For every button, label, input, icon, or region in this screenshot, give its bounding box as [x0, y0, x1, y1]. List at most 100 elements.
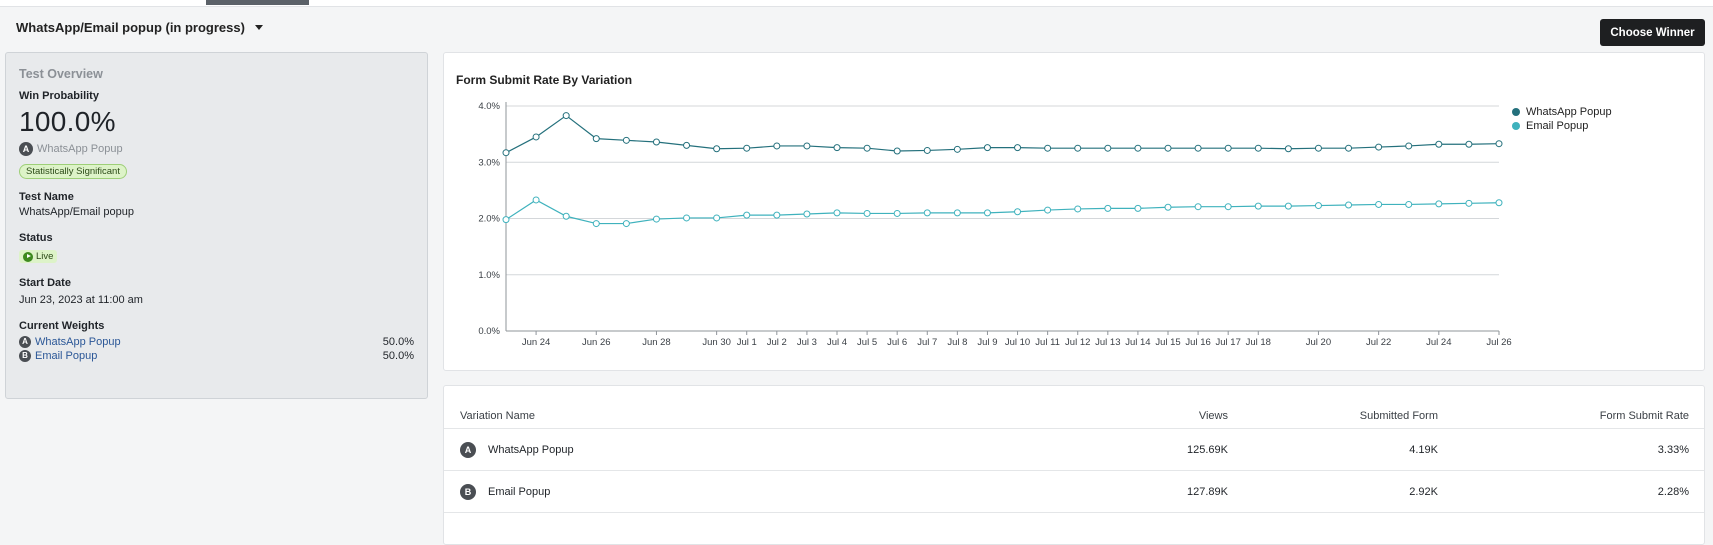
x-tick-label: Jul 17 — [1216, 337, 1241, 348]
win-probability-value: 100.0% — [19, 106, 116, 137]
data-point — [863, 209, 871, 217]
significance-badge: Statistically Significant — [19, 164, 127, 179]
data-point — [622, 136, 630, 144]
status-label: Status — [19, 232, 53, 244]
data-point — [652, 215, 660, 223]
data-point — [1134, 204, 1142, 212]
x-tick-label: Jun 24 — [522, 337, 551, 348]
active-tab-indicator[interactable] — [206, 0, 309, 5]
data-point — [1194, 144, 1202, 152]
legend-dot — [1512, 122, 1520, 130]
x-tick-label: Jul 20 — [1306, 337, 1331, 348]
data-point — [1044, 206, 1052, 214]
data-point — [1224, 203, 1232, 211]
test-overview-panel: Test Overview Win Probability 100.0% A Wh… — [5, 52, 428, 399]
submitted-cell: 4.19K — [1409, 443, 1438, 456]
data-point — [1284, 202, 1292, 210]
data-point — [1345, 201, 1353, 209]
table-row[interactable]: A WhatsApp Popup 125.69K 4.19K 3.33% — [444, 429, 1704, 471]
data-point — [1495, 199, 1503, 207]
weight-value: 50.0% — [382, 335, 414, 348]
col-form-submit-rate[interactable]: Form Submit Rate — [1599, 410, 1689, 422]
chart-legend: WhatsApp Popup Email Popup — [1512, 105, 1612, 133]
data-point — [773, 211, 781, 219]
data-point — [1164, 144, 1172, 152]
chart-card: Form Submit Rate By Variation 0.0% 1.0% 2.… — [443, 52, 1705, 371]
data-point — [502, 216, 510, 224]
data-point — [833, 144, 841, 152]
x-tick-label: Jul 22 — [1366, 337, 1391, 348]
x-tick-label: Jul 15 — [1155, 337, 1180, 348]
data-point — [1164, 203, 1172, 211]
x-tick-label: Jul 6 — [887, 337, 907, 348]
data-point — [1134, 144, 1142, 152]
data-point — [683, 214, 691, 222]
x-tick-label: Jul 12 — [1065, 337, 1090, 348]
data-point — [983, 209, 991, 217]
chart-title: Form Submit Rate By Variation — [456, 73, 633, 87]
col-variation-name[interactable]: Variation Name — [460, 410, 535, 422]
series-line — [505, 114, 1500, 154]
y-tick-label: 3.0% — [478, 157, 500, 168]
x-tick-label: Jul 14 — [1125, 337, 1150, 348]
test-selector-dropdown[interactable]: WhatsApp/Email popup (in progress) — [16, 20, 263, 35]
data-point — [1465, 199, 1473, 207]
data-point — [1375, 200, 1383, 208]
data-point — [863, 144, 871, 152]
col-views[interactable]: Views — [1198, 410, 1228, 422]
x-tick-label: Jul 8 — [947, 337, 967, 348]
weight-row: A WhatsApp Popup 50.0% — [19, 335, 414, 349]
views-cell: 125.69K — [1187, 443, 1228, 456]
rate-cell: 2.28% — [1657, 485, 1689, 498]
data-point — [1405, 142, 1413, 150]
y-tick-label: 2.0% — [478, 214, 500, 225]
weight-variation-link[interactable]: Email Popup — [35, 349, 98, 362]
data-point — [1074, 144, 1082, 152]
data-point — [562, 212, 570, 220]
x-tick-label: Jul 1 — [737, 337, 757, 348]
data-point — [923, 146, 931, 154]
legend-item[interactable]: Email Popup — [1512, 119, 1612, 133]
win-probability-label: Win Probability — [19, 90, 99, 102]
x-tick-label: Jul 13 — [1095, 337, 1120, 348]
legend-item[interactable]: WhatsApp Popup — [1512, 105, 1612, 119]
weight-row: B Email Popup 50.0% — [19, 349, 414, 363]
data-point — [683, 141, 691, 149]
data-point — [893, 147, 901, 155]
variation-name: WhatsApp Popup — [488, 443, 574, 456]
data-point — [1435, 200, 1443, 208]
data-point — [592, 135, 600, 143]
legend-dot — [1512, 108, 1520, 116]
start-date-value: Jun 23, 2023 at 11:00 am — [19, 293, 143, 306]
submitted-cell: 2.92K — [1409, 485, 1438, 498]
variation-a-badge: A — [19, 335, 31, 348]
data-point — [1405, 200, 1413, 208]
data-point — [1194, 203, 1202, 211]
status-value: Live — [36, 251, 54, 262]
x-tick-label: Jun 30 — [702, 337, 731, 348]
legend-label: Email Popup — [1526, 120, 1589, 132]
data-point — [1254, 202, 1262, 210]
variation-cell: A WhatsApp Popup — [460, 429, 574, 470]
legend-label: WhatsApp Popup — [1526, 106, 1612, 118]
line-chart: 0.0% 1.0% 2.0% 3.0% 4.0% Jun 24 Jun 26 Jun 28 Ju… — [478, 101, 1511, 348]
data-point — [1014, 144, 1022, 152]
weight-variation-link[interactable]: WhatsApp Popup — [35, 335, 121, 348]
variation-name: Email Popup — [488, 485, 551, 498]
data-point — [1375, 143, 1383, 151]
data-point — [1254, 144, 1262, 152]
y-tick-label: 0.0% — [478, 326, 500, 337]
col-submitted-form[interactable]: Submitted Form — [1359, 410, 1438, 422]
data-point — [1465, 140, 1473, 148]
x-tick-label: Jul 16 — [1185, 337, 1210, 348]
caret-down-icon — [254, 25, 263, 30]
choose-winner-button[interactable]: Choose Winner — [1600, 19, 1705, 46]
x-tick-label: Jun 28 — [642, 337, 671, 348]
data-point — [1284, 145, 1292, 153]
data-point — [1104, 144, 1112, 152]
table-row[interactable]: B Email Popup 127.89K 2.92K 2.28% — [444, 471, 1704, 513]
data-point — [1495, 140, 1503, 148]
data-point — [1314, 144, 1322, 152]
data-point — [923, 209, 931, 217]
current-weights-label: Current Weights — [19, 319, 105, 332]
